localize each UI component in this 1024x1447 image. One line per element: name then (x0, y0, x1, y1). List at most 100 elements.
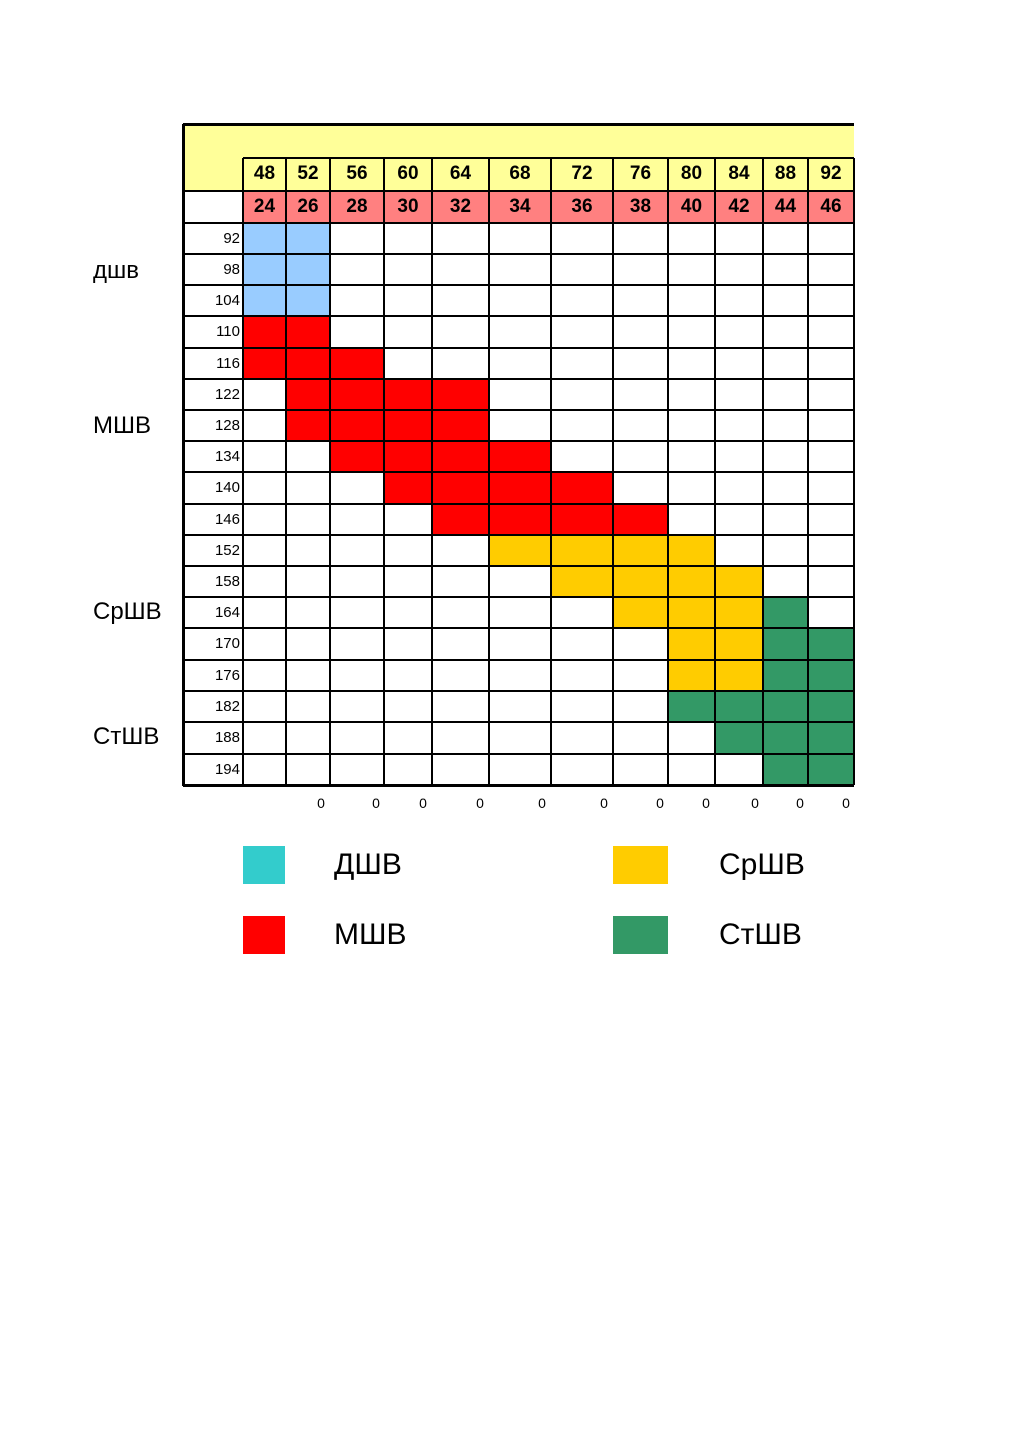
size-cell-green (763, 597, 808, 628)
second-header-label: 34 (509, 196, 531, 217)
second-header-label: 38 (629, 196, 652, 217)
size-cell-blue (286, 285, 330, 316)
grid-line (183, 409, 854, 411)
header-band (183, 124, 854, 158)
footer-zero-label: 0 (538, 795, 546, 811)
footer-zero-label: 0 (796, 795, 804, 811)
row-height-label: 104 (214, 292, 240, 309)
row-height-label: 182 (214, 698, 240, 715)
size-cell-red (330, 441, 384, 472)
top-header-label: 72 (571, 163, 593, 184)
size-cell-red (330, 348, 384, 379)
second-header-label: 24 (253, 196, 276, 217)
legend-label-dshv: ДШВ (334, 848, 402, 881)
top-header-cell (286, 158, 330, 191)
grid-line (183, 315, 854, 317)
row-height-label: 122 (214, 386, 240, 403)
size-cell-red (243, 348, 286, 379)
row-height-label: 164 (214, 604, 240, 621)
size-cell-red (384, 379, 432, 410)
row-height-label: 92 (223, 230, 240, 247)
size-cell-red (551, 472, 613, 504)
size-cell-orange (668, 535, 715, 566)
grid-line (488, 158, 490, 785)
size-cell-red (432, 410, 489, 441)
legend-swatch-mshv (243, 916, 285, 954)
grid-line (612, 158, 614, 785)
footer-zero-label: 0 (476, 795, 484, 811)
header-corner (183, 158, 243, 191)
footer-zero-label: 0 (702, 795, 710, 811)
top-header-label: 56 (346, 163, 368, 184)
second-header-cell (384, 191, 432, 223)
row-height-label: 116 (216, 355, 240, 372)
size-cell-green (763, 628, 808, 660)
row-height-label: 194 (214, 761, 240, 778)
grid-line (714, 158, 716, 785)
grid-line (243, 157, 854, 159)
top-header-cell (763, 158, 808, 191)
grid-line (550, 158, 552, 785)
footer-zero-label: 0 (600, 795, 608, 811)
row-height-label: 152 (214, 542, 240, 559)
size-cell-red (432, 504, 489, 535)
size-cell-red (613, 504, 668, 535)
grid-line (183, 534, 854, 536)
size-cell-orange (551, 535, 613, 566)
grid-line (853, 158, 855, 785)
footer-zero-label: 0 (656, 795, 664, 811)
size-cell-blue (243, 285, 286, 316)
row-height-label: 134 (214, 448, 240, 465)
size-cell-red (243, 316, 286, 348)
size-cell-red (551, 504, 613, 535)
size-cell-red (330, 410, 384, 441)
row-height-label: 146 (214, 511, 240, 528)
grid-line (183, 222, 854, 224)
top-header-label: 48 (253, 163, 276, 184)
grid-line (183, 347, 854, 349)
second-header-label: 28 (346, 196, 368, 217)
size-cell-red (489, 472, 551, 504)
top-header-cell (432, 158, 489, 191)
second-header-label: 46 (820, 196, 842, 217)
second-header-cell (330, 191, 384, 223)
top-header-label: 68 (509, 163, 531, 184)
group-label-mshv: МШВ (93, 412, 151, 439)
grid-line (183, 471, 854, 473)
second-header-cell (551, 191, 613, 223)
size-cell-green (763, 660, 808, 691)
size-cell-orange (668, 628, 715, 660)
footer-zero-label: 0 (372, 795, 380, 811)
size-cell-green (763, 754, 808, 785)
row-height-label: 140 (214, 479, 240, 496)
group-label-dshv: дшв (93, 257, 140, 284)
second-header-label: 32 (449, 196, 472, 217)
size-cell-orange (613, 566, 668, 597)
top-header-cell (330, 158, 384, 191)
size-cell-blue (243, 223, 286, 254)
size-cell-orange (668, 660, 715, 691)
second-header-cell (286, 191, 330, 223)
grid-line (329, 158, 331, 785)
size-cell-green (715, 722, 763, 754)
row-height-label: 158 (214, 573, 240, 590)
size-cell-red (286, 348, 330, 379)
top-header-label: 80 (680, 163, 703, 184)
top-header-cell (715, 158, 763, 191)
size-cell-red (432, 472, 489, 504)
grid-line (242, 158, 244, 785)
size-cell-red (489, 441, 551, 472)
second-header-cell (243, 191, 286, 223)
grid-line (183, 123, 854, 126)
legend-label-mshv: МШВ (334, 918, 407, 951)
second-header-cell (763, 191, 808, 223)
second-header-label: 40 (680, 196, 703, 217)
grid-line (183, 440, 854, 442)
size-cell-blue (243, 254, 286, 285)
size-cell-red (489, 504, 551, 535)
grid-line (183, 753, 854, 755)
second-header-label: 30 (397, 196, 419, 217)
legend-label-stshv: СтШВ (719, 918, 802, 951)
top-header-cell (384, 158, 432, 191)
row-height-label: 110 (216, 323, 240, 340)
